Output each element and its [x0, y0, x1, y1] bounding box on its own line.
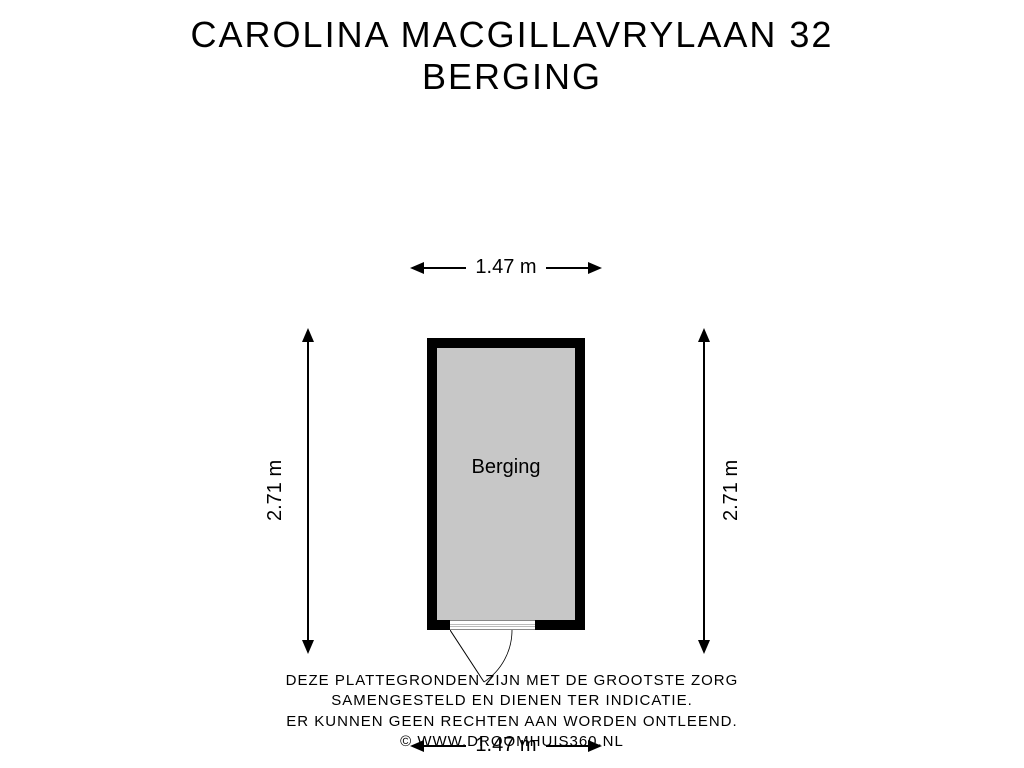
floorplan: 1.47 m 1.47 m 2.71 m 2.71 m Berging	[0, 120, 1024, 680]
dimension-left-label: 2.71 m	[264, 440, 287, 540]
footer-line-1: DEZE PLATTEGRONDEN ZIJN MET DE GROOTSTE …	[0, 671, 1024, 691]
title-line-1: CAROLINA MACGILLAVRYLAAN 32	[0, 14, 1024, 56]
footer-line-4: © WWW.DROOMHUIS360.NL	[0, 732, 1024, 752]
footer-disclaimer: DEZE PLATTEGRONDEN ZIJN MET DE GROOTSTE …	[0, 671, 1024, 752]
room-berging	[427, 338, 585, 630]
title-block: CAROLINA MACGILLAVRYLAAN 32 BERGING	[0, 14, 1024, 98]
title-line-2: BERGING	[0, 56, 1024, 98]
room-label: Berging	[427, 456, 585, 479]
dimension-top-label: 1.47 m	[466, 256, 546, 279]
footer-line-2: SAMENGESTELD EN DIENEN TER INDICATIE.	[0, 691, 1024, 711]
door-threshold	[450, 620, 535, 630]
footer-line-3: ER KUNNEN GEEN RECHTEN AAN WORDEN ONTLEE…	[0, 712, 1024, 732]
dimension-right-label: 2.71 m	[720, 440, 743, 540]
